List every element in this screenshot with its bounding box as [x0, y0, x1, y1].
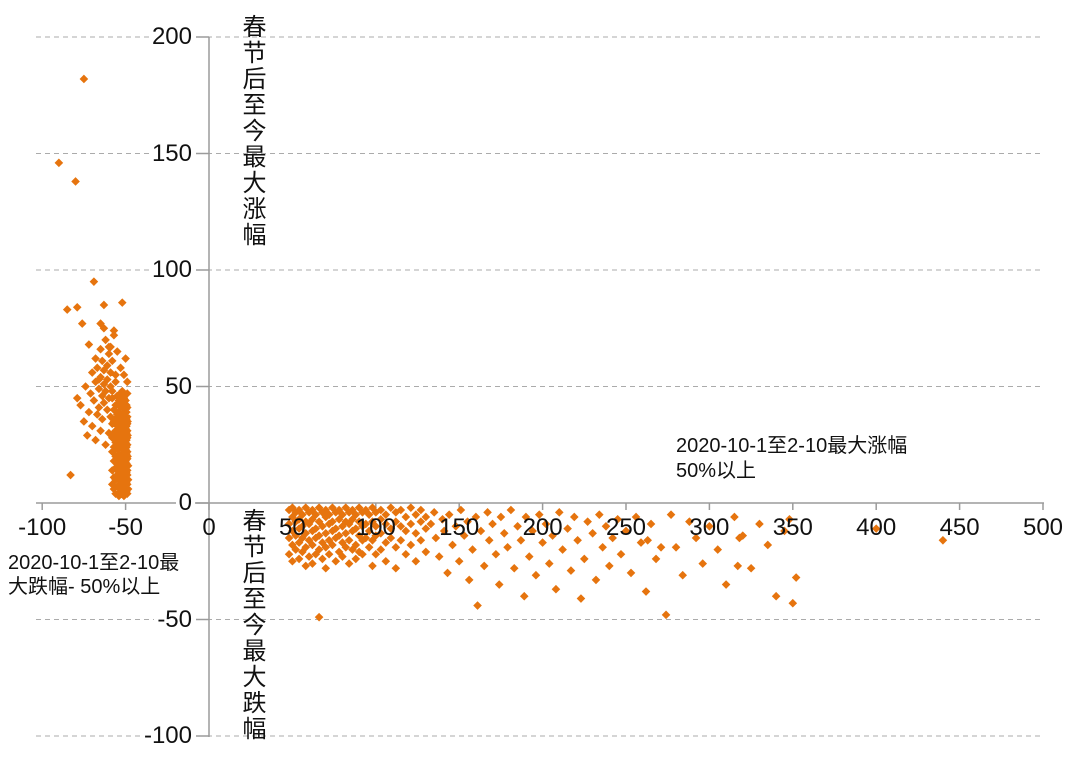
- x-tick-label-250: 250: [605, 514, 647, 541]
- annotation-drawdown-line1: 2020-10-1至2-10最: [8, 552, 180, 574]
- x-tick-label-50: 50: [279, 514, 306, 541]
- y-tick-label-150: 150: [148, 138, 195, 169]
- annotation-drawdown-line2: 大跌幅- 50%以上: [8, 576, 161, 598]
- x-tick-label-0: 0: [202, 514, 216, 541]
- annotation-drawdown-group: 2020-10-1至2-10最 大跌幅- 50%以上: [8, 551, 179, 599]
- x-tick-label-500: 500: [1022, 514, 1064, 541]
- y-tick-label-100: 100: [148, 255, 195, 285]
- x-tick-label-200: 200: [522, 514, 563, 541]
- y-axis-title-gain: 春节后至今最大涨幅: [238, 14, 265, 248]
- x-tick-label-350: 350: [772, 514, 813, 541]
- annotation-gain-line1: 2020-10-1至2-10最大涨幅: [676, 435, 908, 457]
- y-tick-label-200: 200: [148, 22, 195, 52]
- y-tick-label--50: -50: [154, 604, 195, 635]
- x-tick-label-400: 400: [856, 514, 897, 541]
- y-tick-label-0: 0: [175, 488, 195, 518]
- x-tick-label-300: 300: [689, 514, 730, 541]
- annotation-gain-group: 2020-10-1至2-10最大涨幅 50%以上: [676, 434, 907, 484]
- x-tick-label-150: 150: [439, 514, 480, 541]
- x-tick-label--100: -100: [18, 514, 67, 541]
- x-tick-label-450: 450: [939, 514, 980, 541]
- y-tick-label-50: 50: [162, 371, 195, 402]
- y-axis-title-drawdown: 春节后至今最大跌幅: [238, 508, 265, 742]
- x-tick-label--50: -50: [108, 514, 143, 541]
- x-tick-label-100: 100: [355, 514, 396, 541]
- y-tick-label--100: -100: [140, 721, 195, 751]
- annotation-gain-line2: 50%以上: [676, 460, 757, 482]
